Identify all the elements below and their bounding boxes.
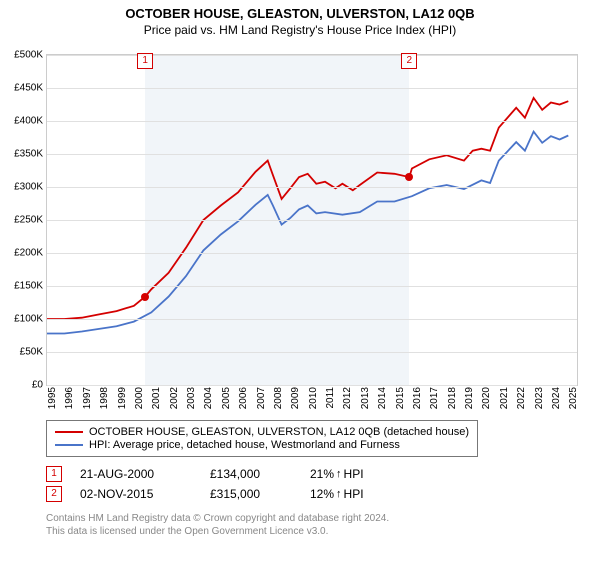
x-axis-label: 2015 bbox=[395, 387, 406, 409]
x-axis-label: 2014 bbox=[377, 387, 388, 409]
y-axis-label: £450K bbox=[14, 83, 43, 94]
sale-row-marker: 1 bbox=[46, 466, 62, 482]
x-axis-label: 2003 bbox=[186, 387, 197, 409]
footer-line-2: This data is licensed under the Open Gov… bbox=[46, 525, 389, 538]
sale-marker-dot bbox=[141, 293, 149, 301]
x-axis-label: 1997 bbox=[82, 387, 93, 409]
arrow-up-icon: ↑ bbox=[336, 488, 342, 500]
gridline bbox=[47, 385, 577, 386]
gridline bbox=[47, 352, 577, 353]
gridline bbox=[47, 187, 577, 188]
footer-text: Contains HM Land Registry data © Crown c… bbox=[46, 512, 389, 538]
sale-marker-label: 1 bbox=[137, 53, 153, 69]
gridline bbox=[47, 253, 577, 254]
legend-item: OCTOBER HOUSE, GLEASTON, ULVERSTON, LA12… bbox=[55, 426, 469, 438]
x-axis-label: 2011 bbox=[325, 387, 336, 409]
y-axis-label: £300K bbox=[14, 182, 43, 193]
x-axis-label: 2002 bbox=[169, 387, 180, 409]
y-axis-label: £200K bbox=[14, 248, 43, 259]
legend-label: HPI: Average price, detached house, West… bbox=[89, 439, 400, 451]
hpi-label: HPI bbox=[344, 467, 364, 481]
sale-marker-label: 2 bbox=[401, 53, 417, 69]
x-axis-label: 1998 bbox=[99, 387, 110, 409]
gridline bbox=[47, 121, 577, 122]
legend-swatch bbox=[55, 444, 83, 446]
hpi-line bbox=[47, 132, 568, 334]
chart-subtitle: Price paid vs. HM Land Registry's House … bbox=[0, 23, 600, 37]
y-axis-label: £100K bbox=[14, 314, 43, 325]
x-axis-label: 2005 bbox=[221, 387, 232, 409]
x-axis-label: 2004 bbox=[203, 387, 214, 409]
y-axis-label: £150K bbox=[14, 281, 43, 292]
x-axis-label: 2025 bbox=[568, 387, 579, 409]
x-axis-label: 2023 bbox=[534, 387, 545, 409]
gridline bbox=[47, 55, 577, 56]
sale-row: 2 02-NOV-2015£315,00012%↑ HPI bbox=[46, 486, 364, 502]
sale-price: £134,000 bbox=[210, 467, 310, 481]
sale-date: 21-AUG-2000 bbox=[80, 467, 210, 481]
x-axis-label: 2008 bbox=[273, 387, 284, 409]
sale-row: 1 21-AUG-2000£134,00021%↑ HPI bbox=[46, 466, 364, 482]
hpi-label: HPI bbox=[344, 487, 364, 501]
x-axis-label: 2019 bbox=[464, 387, 475, 409]
y-axis-label: £0 bbox=[32, 380, 43, 391]
x-axis-label: 2013 bbox=[360, 387, 371, 409]
sale-hpi: 21%↑ HPI bbox=[310, 467, 364, 481]
x-axis-label: 2018 bbox=[447, 387, 458, 409]
y-axis-label: £500K bbox=[14, 50, 43, 61]
sale-hpi-pct: 12% bbox=[310, 487, 334, 501]
gridline bbox=[47, 154, 577, 155]
x-axis-label: 2010 bbox=[308, 387, 319, 409]
sale-hpi: 12%↑ HPI bbox=[310, 487, 364, 501]
chart-container: { "title": "OCTOBER HOUSE, GLEASTON, ULV… bbox=[0, 6, 600, 566]
x-axis-label: 2020 bbox=[481, 387, 492, 409]
sale-marker-dot bbox=[405, 173, 413, 181]
gridline bbox=[47, 220, 577, 221]
y-axis-label: £400K bbox=[14, 116, 43, 127]
x-axis-label: 1999 bbox=[117, 387, 128, 409]
arrow-up-icon: ↑ bbox=[336, 468, 342, 480]
x-axis-label: 2012 bbox=[342, 387, 353, 409]
x-axis-label: 2016 bbox=[412, 387, 423, 409]
x-axis-label: 2009 bbox=[290, 387, 301, 409]
x-axis-label: 1995 bbox=[47, 387, 58, 409]
x-axis-label: 2024 bbox=[551, 387, 562, 409]
gridline bbox=[47, 286, 577, 287]
footer-line-1: Contains HM Land Registry data © Crown c… bbox=[46, 512, 389, 525]
gridline bbox=[47, 88, 577, 89]
sale-date: 02-NOV-2015 bbox=[80, 487, 210, 501]
legend-box: OCTOBER HOUSE, GLEASTON, ULVERSTON, LA12… bbox=[46, 420, 478, 457]
sale-hpi-pct: 21% bbox=[310, 467, 334, 481]
x-axis-label: 2000 bbox=[134, 387, 145, 409]
x-axis-label: 1996 bbox=[64, 387, 75, 409]
x-axis-label: 2021 bbox=[499, 387, 510, 409]
y-axis-label: £50K bbox=[20, 347, 43, 358]
x-axis-label: 2001 bbox=[151, 387, 162, 409]
legend-swatch bbox=[55, 431, 83, 433]
x-axis-label: 2007 bbox=[256, 387, 267, 409]
plot-area: £0£50K£100K£150K£200K£250K£300K£350K£400… bbox=[46, 54, 578, 386]
chart-title: OCTOBER HOUSE, GLEASTON, ULVERSTON, LA12… bbox=[0, 6, 600, 21]
x-axis-label: 2022 bbox=[516, 387, 527, 409]
y-axis-label: £350K bbox=[14, 149, 43, 160]
x-axis-label: 2017 bbox=[429, 387, 440, 409]
sale-price: £315,000 bbox=[210, 487, 310, 501]
y-axis-label: £250K bbox=[14, 215, 43, 226]
legend-label: OCTOBER HOUSE, GLEASTON, ULVERSTON, LA12… bbox=[89, 426, 469, 438]
x-axis-label: 2006 bbox=[238, 387, 249, 409]
legend-item: HPI: Average price, detached house, West… bbox=[55, 439, 469, 451]
sale-row-marker: 2 bbox=[46, 486, 62, 502]
gridline bbox=[47, 319, 577, 320]
